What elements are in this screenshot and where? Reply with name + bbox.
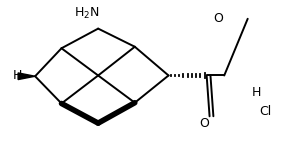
- Text: H: H: [13, 69, 22, 82]
- Polygon shape: [18, 73, 35, 80]
- Text: H: H: [252, 86, 261, 99]
- Text: $\mathregular{H_2N}$: $\mathregular{H_2N}$: [74, 6, 99, 21]
- Text: O: O: [213, 12, 223, 24]
- Text: O: O: [199, 117, 209, 130]
- Text: Cl: Cl: [259, 105, 271, 118]
